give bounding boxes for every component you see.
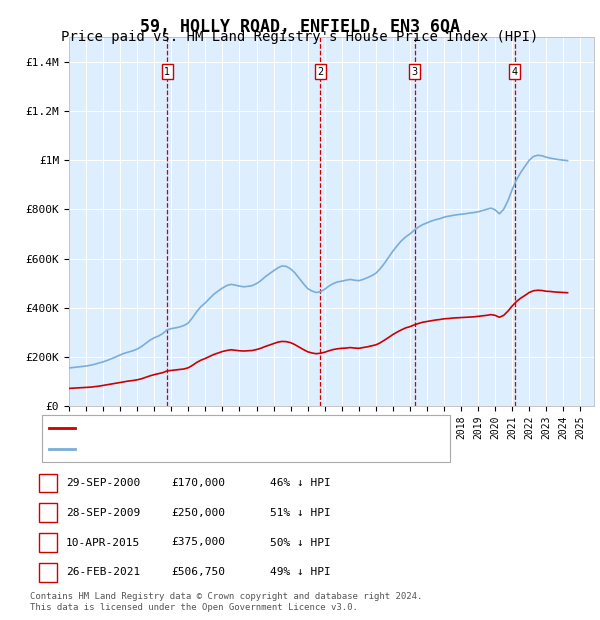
Text: £250,000: £250,000 xyxy=(171,508,225,518)
Text: 50% ↓ HPI: 50% ↓ HPI xyxy=(270,538,331,547)
Text: £170,000: £170,000 xyxy=(171,478,225,488)
Text: 59, HOLLY ROAD, ENFIELD, EN3 6QA: 59, HOLLY ROAD, ENFIELD, EN3 6QA xyxy=(140,17,460,35)
Text: Price paid vs. HM Land Registry's House Price Index (HPI): Price paid vs. HM Land Registry's House … xyxy=(61,30,539,45)
Text: 3: 3 xyxy=(412,66,418,77)
Text: 1: 1 xyxy=(44,478,52,488)
Text: 46% ↓ HPI: 46% ↓ HPI xyxy=(270,478,331,488)
Text: 4: 4 xyxy=(512,66,518,77)
Text: £506,750: £506,750 xyxy=(171,567,225,577)
Text: 51% ↓ HPI: 51% ↓ HPI xyxy=(270,508,331,518)
Text: £375,000: £375,000 xyxy=(171,538,225,547)
Text: 2: 2 xyxy=(317,66,323,77)
Text: 3: 3 xyxy=(44,538,52,547)
Text: 29-SEP-2000: 29-SEP-2000 xyxy=(66,478,140,488)
Text: 10-APR-2015: 10-APR-2015 xyxy=(66,538,140,547)
Text: 4: 4 xyxy=(44,567,52,577)
Text: 2: 2 xyxy=(44,508,52,518)
Text: 1: 1 xyxy=(164,66,170,77)
Text: Contains HM Land Registry data © Crown copyright and database right 2024.
This d: Contains HM Land Registry data © Crown c… xyxy=(30,592,422,611)
Text: 28-SEP-2009: 28-SEP-2009 xyxy=(66,508,140,518)
Text: 59, HOLLY ROAD, ENFIELD, EN3 6QA (detached house): 59, HOLLY ROAD, ENFIELD, EN3 6QA (detach… xyxy=(78,423,409,433)
Text: 49% ↓ HPI: 49% ↓ HPI xyxy=(270,567,331,577)
Text: 26-FEB-2021: 26-FEB-2021 xyxy=(66,567,140,577)
Text: HPI: Average price, detached house, Enfield: HPI: Average price, detached house, Enfi… xyxy=(78,444,368,454)
